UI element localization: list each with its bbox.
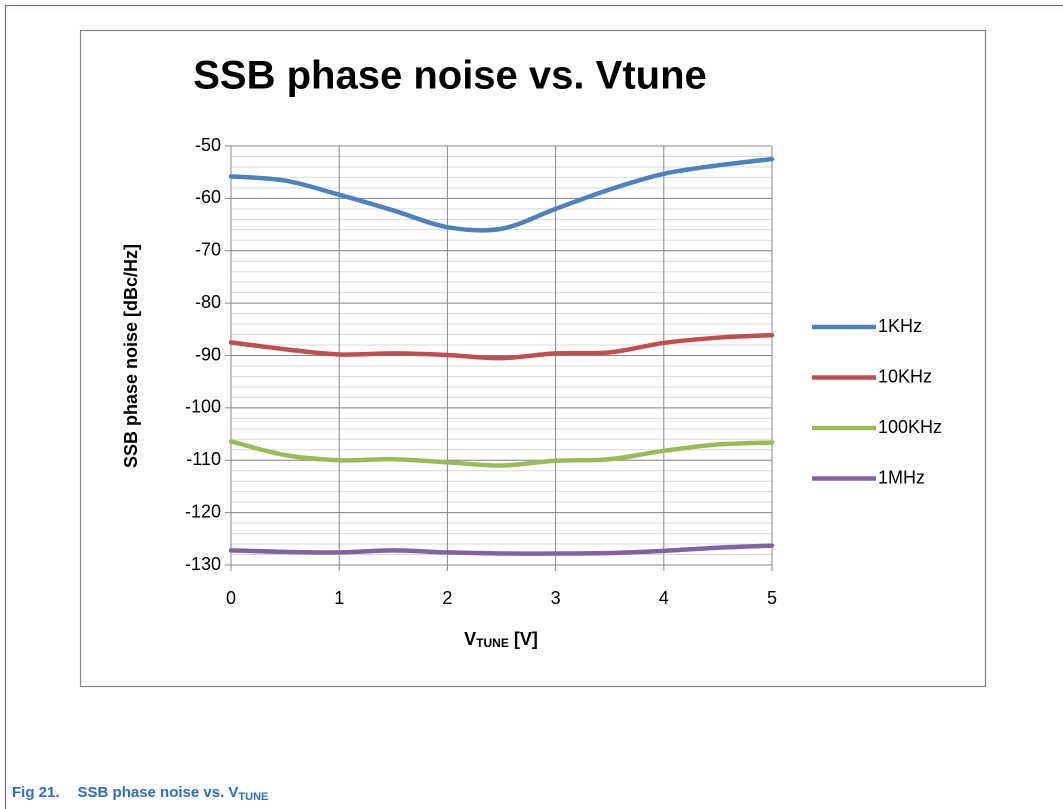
x-tick-label: 4 [659, 588, 669, 608]
legend-label: 1MHz [878, 467, 925, 487]
x-axis-label-rest: [V] [509, 629, 538, 649]
series-line [228, 332, 775, 361]
y-tick-label: -120 [185, 501, 221, 521]
x-tick-label: 3 [551, 588, 561, 608]
y-tick-label: -90 [195, 344, 221, 364]
plot: -130 -120 -110 -100 -90 -80 -70 -60 -50 0 1 2 3 4 5 1KH… [185, 135, 942, 608]
x-tick-label: 1 [334, 588, 344, 608]
x-axis-label: VTUNE [V] [464, 629, 538, 650]
series-line [228, 439, 775, 468]
y-tick-label: -80 [195, 292, 221, 312]
y-tick-label: -60 [195, 187, 221, 207]
y-tick-label: -110 [186, 449, 221, 469]
series-line [228, 543, 775, 556]
y-axis-label: SSB phase noise [dBc/Hz] [121, 244, 141, 468]
caption-sub: TUNE [238, 791, 268, 803]
y-tick-label: -50 [195, 135, 221, 155]
y-tick-label: -100 [185, 397, 221, 417]
series-line [228, 156, 775, 233]
chart-title: SSB phase noise vs. Vtune [193, 54, 707, 98]
y-tick-label: -70 [195, 240, 221, 260]
legend-label: 100KHz [878, 417, 942, 437]
caption-label: Fig 21. [12, 784, 60, 801]
x-tick-label: 5 [767, 588, 777, 608]
caption-text: SSB phase noise vs. V [78, 784, 239, 801]
figure-caption: Fig 21. SSB phase noise vs. VTUNE [12, 784, 268, 803]
legend-label: 10KHz [878, 366, 932, 386]
x-tick-label: 0 [226, 588, 236, 608]
legend-label: 1KHz [878, 316, 922, 336]
x-tick-label: 2 [442, 588, 452, 608]
y-tick-label: -130 [185, 554, 221, 574]
x-axis-label-sub: TUNE [476, 636, 509, 650]
x-axis-label-main: V [464, 629, 476, 649]
